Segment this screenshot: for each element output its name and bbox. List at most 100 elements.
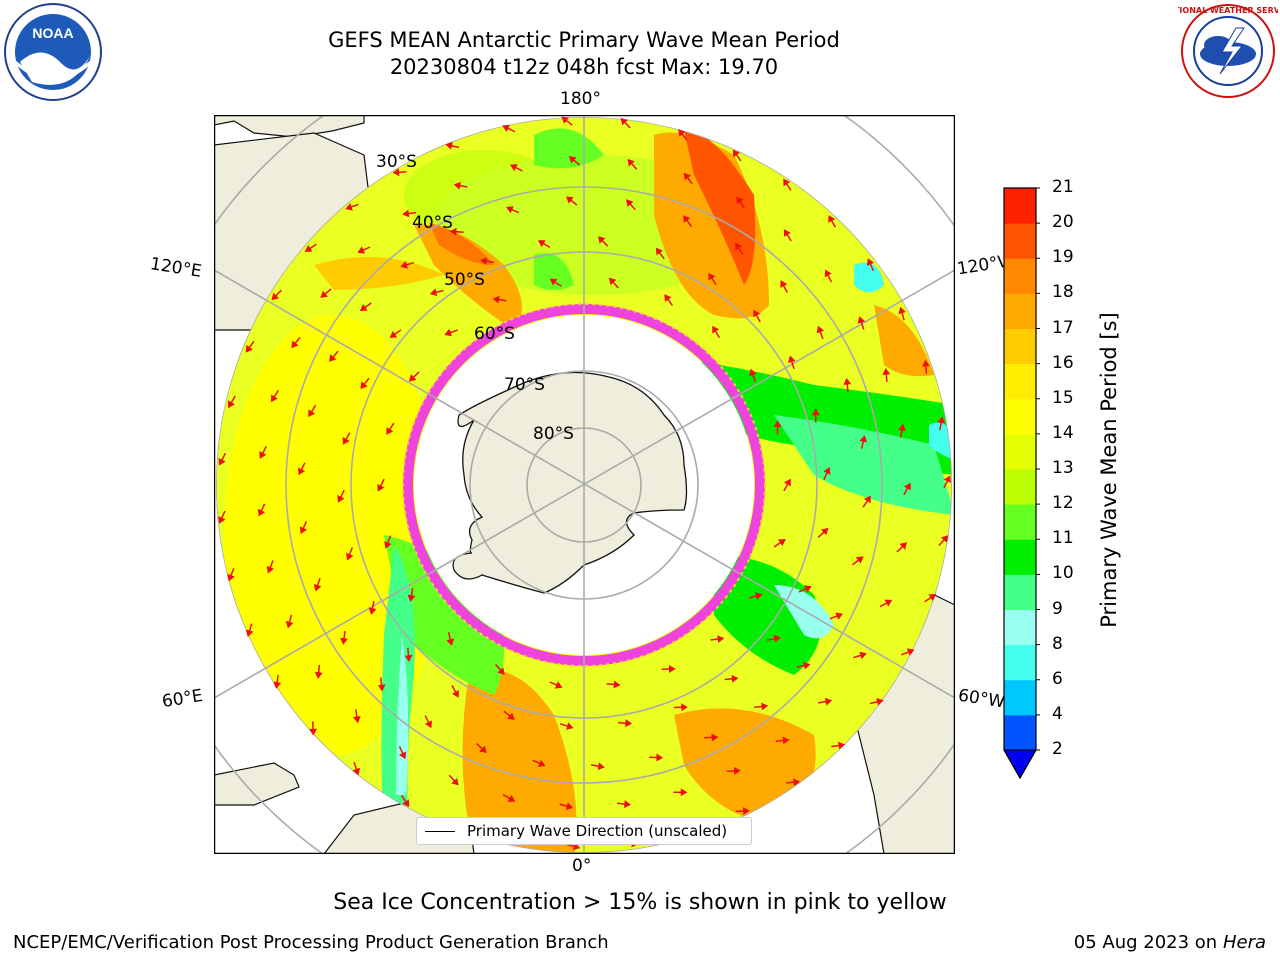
wave-arrow-head: [408, 374, 417, 382]
wave-direction-arrows: [218, 116, 951, 851]
wave-arrow-head: [453, 181, 461, 190]
wave-arrow-head: [620, 117, 628, 126]
lon-label-bottom: 0°: [572, 856, 592, 876]
colorbar-band: [1004, 469, 1036, 505]
wave-arrow-head: [717, 635, 725, 644]
colorbar-tick-label: 19: [1052, 247, 1074, 268]
wave-arrow-head: [859, 651, 867, 660]
wave-arrow-head: [803, 585, 812, 593]
wave-arrow-head: [884, 599, 893, 607]
colorbar-tick-label: 14: [1052, 422, 1074, 443]
wave-arrow-head: [754, 592, 763, 600]
wave-arrow-head: [711, 733, 719, 742]
wave-arrow-head: [227, 573, 235, 582]
wave-arrow-head: [656, 753, 664, 762]
chart-title-line2: 20230804 t12z 048h fcst Max: 19.70: [389, 55, 779, 79]
wave-arrow-head: [451, 690, 459, 698]
colorbar-tick-label: 2: [1052, 739, 1063, 759]
wave-arrow-head: [402, 209, 410, 218]
colorbar-tick-label: 18: [1052, 282, 1074, 303]
wave-arrow-head: [561, 116, 570, 124]
graticule-meridians: [214, 115, 955, 854]
wave-arrow-head: [386, 427, 394, 435]
wave-arrow-head: [537, 759, 546, 767]
wave-arrow-head: [402, 799, 410, 808]
wave-arrow-head: [749, 368, 757, 377]
wave-arrow-head: [761, 702, 769, 711]
wave-arrow-head: [510, 164, 518, 172]
wave-arrow-head: [773, 634, 781, 643]
wave-arrow-head: [451, 777, 459, 786]
wave-arrow-head: [320, 290, 328, 298]
wave-arrow-head: [377, 483, 385, 492]
wave-arrow-head: [568, 156, 577, 164]
noaa-logo: NOAA: [4, 3, 102, 101]
wave-arrow-head: [537, 240, 546, 248]
wave-arrow-head: [492, 295, 500, 304]
colorbar-band: [1004, 539, 1036, 575]
wave-arrow-head: [843, 377, 852, 385]
wave-arrow-head: [449, 227, 457, 236]
wave-arrow-head: [811, 408, 820, 416]
wave-arrow-head: [507, 794, 516, 802]
wave-arrow-head: [859, 435, 868, 443]
wave-arrow-head: [624, 800, 631, 809]
lat-label-60: 60°S: [474, 324, 515, 344]
wave-arrow-head: [866, 258, 875, 266]
wave-arrow-head: [360, 381, 368, 390]
colorbar-tick-label: 17: [1052, 317, 1074, 338]
lat-label-30: 30°S: [376, 152, 417, 172]
wave-arrow-head: [429, 288, 438, 297]
map-frame: [214, 115, 955, 854]
wave-arrow-head: [655, 247, 663, 256]
wave-arrow-head: [404, 654, 413, 662]
colorbar-band: [1004, 504, 1036, 540]
wave-arrow-head: [218, 516, 226, 524]
wave-arrow-head: [928, 593, 937, 602]
wave-arrow-head: [554, 681, 563, 689]
colorbar-tick-label: 13: [1052, 458, 1074, 478]
sea-ice-note: Sea Ice Concentration > 15% is shown in …: [333, 890, 947, 915]
wave-arrow-head: [906, 648, 915, 656]
wave-arrow-head: [943, 475, 951, 484]
colorbar-label: Primary Wave Mean Period [s]: [1097, 312, 1121, 628]
wave-arrow-head: [368, 607, 377, 615]
wave-arrow-head: [359, 303, 368, 312]
colorbar-band: [1004, 293, 1036, 329]
wave-arrow-head: [572, 842, 581, 851]
colorbar-band: [1004, 433, 1036, 470]
wave-arrow-head: [712, 325, 720, 334]
wave-arrow-head: [245, 344, 253, 353]
colorbar-band: [1004, 574, 1036, 610]
wave-arrow-head: [828, 215, 836, 223]
colorbar-band: [1004, 644, 1036, 681]
wave-arrow-head: [329, 354, 337, 362]
wave-arrow-head: [507, 712, 515, 720]
wave-arrow-head: [299, 526, 308, 535]
nws-logo-text: NATIONAL WEATHER SERVICE: [1178, 6, 1278, 15]
wave-arrow-head: [480, 257, 488, 266]
wave-arrow-head: [313, 583, 322, 592]
wave-arrow-head: [731, 674, 739, 683]
wave-arrow-head: [304, 244, 313, 252]
lat-label-50: 50°S: [444, 270, 485, 290]
wave-arrow-head: [502, 124, 510, 133]
wave-arrow-head: [823, 467, 831, 475]
wave-arrow-head: [340, 637, 348, 645]
wave-arrow-head: [566, 196, 574, 204]
wave-arrow-head: [835, 612, 843, 620]
wave-arrow-head: [824, 697, 833, 706]
colorbar-tick-label: 6: [1052, 668, 1063, 689]
wave-arrow-head: [683, 215, 691, 223]
wave-arrow-head: [937, 416, 946, 424]
colorbar-band: [1004, 223, 1036, 259]
wave-arrow-head: [733, 766, 741, 775]
wave-arrow-head: [837, 741, 846, 750]
lat-label-80: 80°S: [533, 424, 574, 444]
colorbar-band: [1004, 363, 1036, 400]
wave-arrow-head: [218, 457, 226, 466]
wave-arrow-head: [882, 368, 891, 375]
credit-text: NCEP/EMC/Verification Post Processing Pr…: [13, 932, 609, 953]
wave-arrow-head: [227, 400, 235, 409]
wave-arrow-head: [597, 762, 605, 771]
